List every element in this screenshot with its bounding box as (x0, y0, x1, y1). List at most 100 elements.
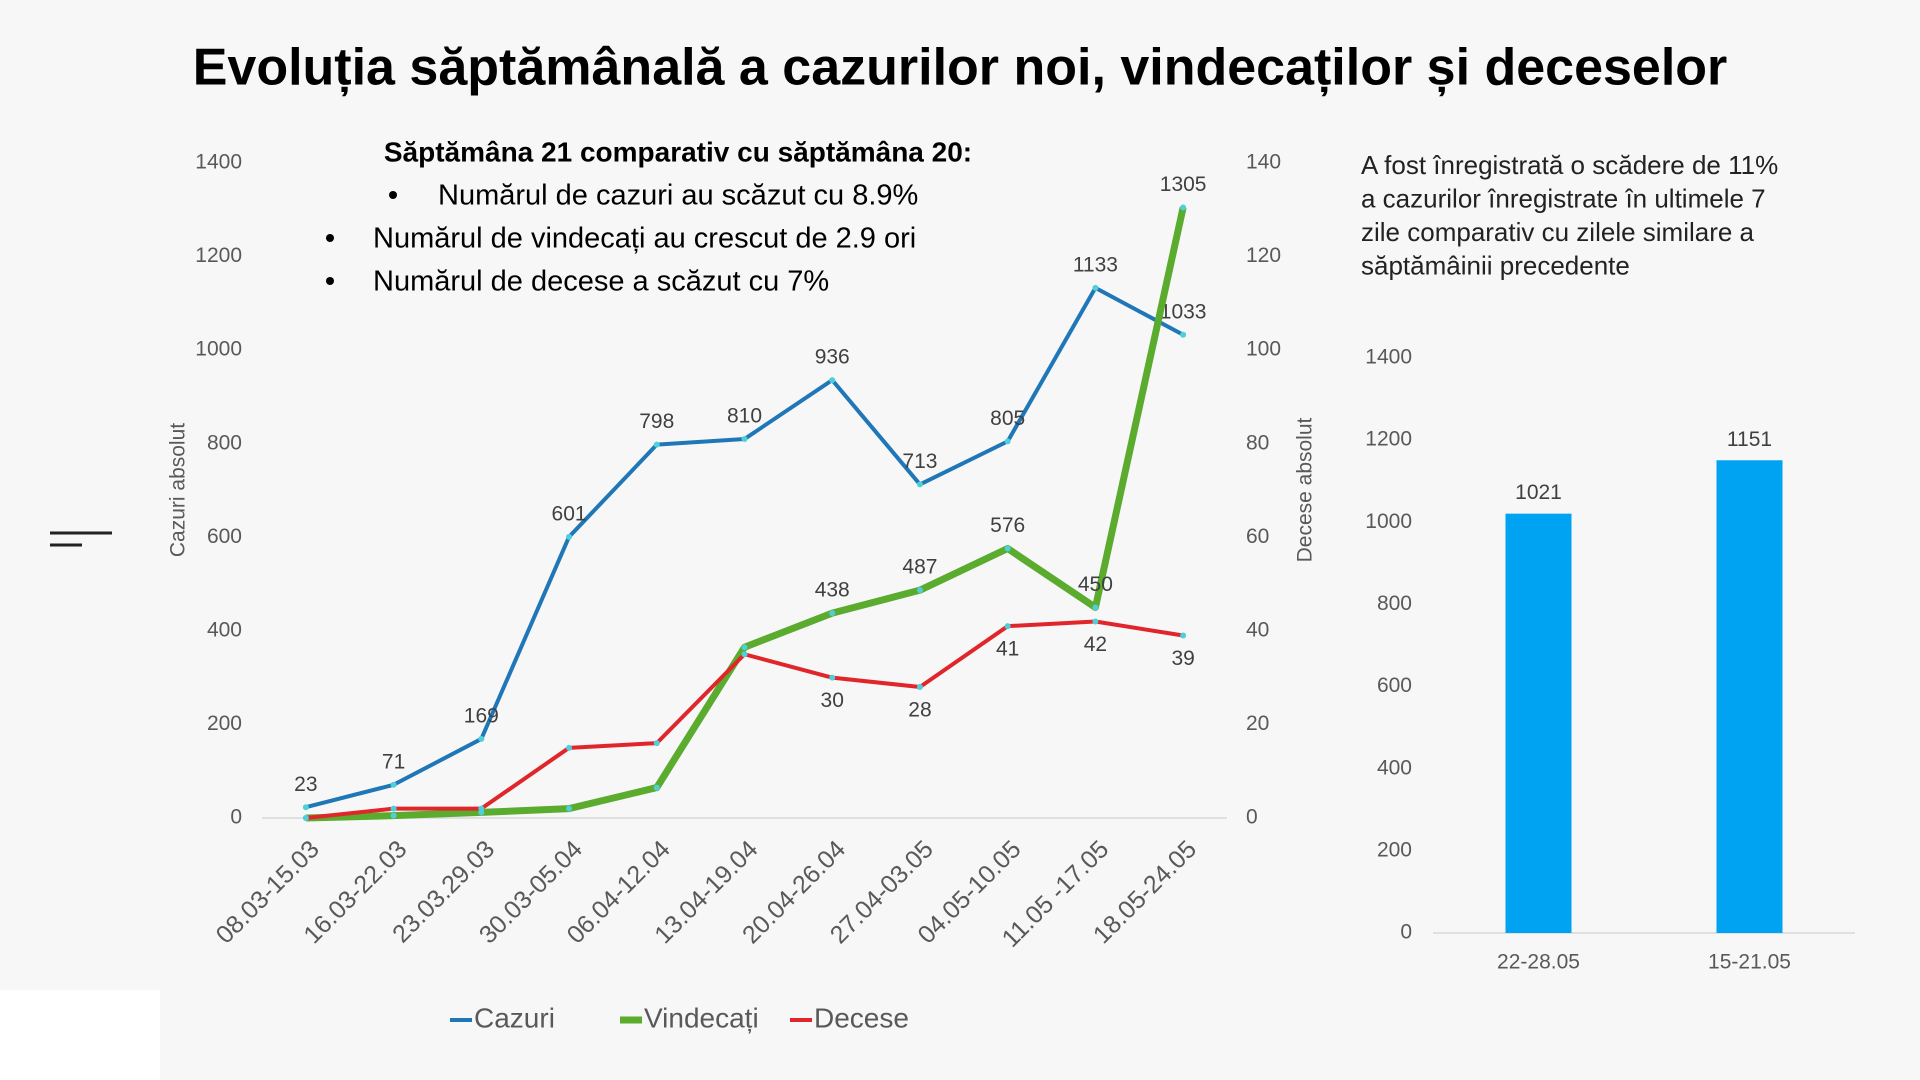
bullet (326, 277, 334, 285)
data-label: 1033 (1160, 300, 1207, 323)
data-label: 450 (1078, 573, 1113, 596)
x-tick-label: 15-21.05 (1708, 951, 1791, 974)
point (302, 804, 309, 811)
point (1092, 604, 1099, 611)
x-tick-label: 22-28.05 (1497, 951, 1580, 974)
point (566, 533, 573, 540)
y-tick-label: 400 (1377, 756, 1412, 779)
point (741, 436, 748, 443)
point (1180, 632, 1187, 639)
series-line (305, 206, 1187, 822)
point (1092, 618, 1099, 625)
y-tick-label: 800 (207, 431, 242, 454)
y2-tick-label: 120 (1246, 244, 1281, 267)
data-label: 28 (908, 699, 931, 722)
bullet (389, 191, 397, 199)
legend-label: Decese (814, 1002, 909, 1033)
point (390, 781, 397, 788)
data-label: 30 (821, 689, 844, 712)
data-label: 23 (294, 773, 317, 796)
annotation: zile comparativ cu zilele similare a (1361, 217, 1755, 247)
point (390, 812, 397, 819)
point (478, 735, 485, 742)
y2-tick-label: 0 (1246, 806, 1258, 829)
data-label: 39 (1171, 647, 1194, 670)
annotation-bullet: Numărul de decese a scăzut cu 7% (373, 266, 829, 298)
y-axis-label: Cazuri absolut (167, 423, 190, 557)
bullet (326, 234, 334, 242)
y-tick-label: 1200 (195, 244, 242, 267)
point (566, 744, 573, 751)
y-tick-label: 0 (1400, 921, 1412, 944)
point (1180, 331, 1187, 338)
legend-label: Vindecați (644, 1002, 759, 1033)
point (566, 805, 573, 812)
data-label: 1305 (1160, 173, 1207, 196)
data-label: 713 (902, 450, 937, 473)
data-label: 576 (990, 514, 1025, 537)
y2-tick-label: 60 (1246, 525, 1269, 548)
y2-tick-label: 40 (1246, 618, 1269, 641)
data-label: 1021 (1515, 481, 1562, 504)
bar (1505, 513, 1572, 933)
data-label: 936 (815, 346, 850, 369)
point (1180, 204, 1187, 211)
data-label: 601 (552, 502, 587, 525)
data-label: 805 (990, 407, 1025, 430)
data-label: 71 (382, 750, 405, 773)
point (741, 644, 748, 651)
y-tick-label: 1000 (1365, 510, 1412, 533)
y-tick-label: 1400 (195, 151, 242, 174)
data-label: 1133 (1073, 253, 1118, 276)
annotation-bullet: Numărul de cazuri au scăzut cu 8.9% (438, 180, 918, 212)
point (916, 481, 923, 488)
point (829, 674, 836, 681)
point (829, 610, 836, 617)
data-label: 798 (639, 410, 674, 433)
data-label: 487 (902, 556, 937, 579)
y-tick-label: 1000 (195, 338, 242, 361)
y-tick-label: 1400 (1365, 346, 1412, 369)
y-tick-label: 600 (207, 525, 242, 548)
data-label: 169 (464, 704, 499, 727)
annotation-heading: Săptămâna 21 comparativ cu săptămâna 20: (384, 136, 972, 167)
point (916, 587, 923, 594)
corner-box (0, 990, 160, 1080)
point (916, 684, 923, 690)
point (1004, 623, 1011, 630)
y-tick-label: 1200 (1365, 428, 1412, 451)
data-label: 810 (727, 405, 762, 428)
y2-tick-label: 80 (1246, 431, 1269, 454)
data-label: 42 (1084, 633, 1107, 656)
data-label: 41 (996, 638, 1019, 661)
point (302, 815, 309, 821)
annotation: a cazurilor înregistrate în ultimele 7 (1361, 183, 1766, 213)
legend-label: Cazuri (474, 1002, 555, 1033)
point (741, 651, 748, 658)
point (1004, 438, 1011, 445)
y2-tick-label: 140 (1246, 151, 1281, 174)
y2-tick-label: 20 (1246, 712, 1269, 735)
annotation: A fost înregistrată o scădere de 11% (1361, 150, 1778, 180)
point (1004, 545, 1011, 552)
y-tick-label: 0 (230, 806, 242, 829)
point (829, 377, 836, 384)
y-tick-label: 200 (207, 712, 242, 735)
chart-title: Evoluția săptămânală a cazurilor noi, vi… (193, 39, 1728, 97)
point (478, 805, 485, 812)
y-tick-label: 800 (1377, 592, 1412, 615)
y2-tick-label: 100 (1246, 338, 1281, 361)
y2-axis-label: Decese absolut (1294, 417, 1317, 562)
bar (1716, 460, 1783, 933)
point (653, 441, 660, 448)
y-tick-label: 400 (207, 618, 242, 641)
data-label: 1151 (1727, 428, 1772, 451)
data-label: 438 (815, 579, 850, 602)
series-line (305, 285, 1185, 810)
annotation-bullet: Numărul de vindecați au crescut de 2.9 o… (373, 223, 916, 255)
point (653, 784, 660, 791)
point (1092, 284, 1099, 291)
point (390, 805, 397, 812)
